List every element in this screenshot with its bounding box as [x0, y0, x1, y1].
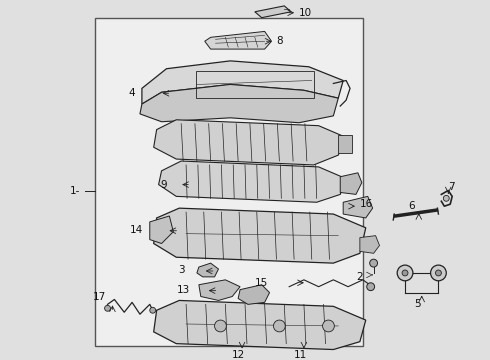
Polygon shape	[343, 196, 372, 218]
Polygon shape	[150, 216, 173, 243]
Text: 16: 16	[360, 199, 373, 209]
Bar	[338, 135, 352, 153]
Text: 4: 4	[129, 88, 135, 98]
Text: 17: 17	[93, 292, 106, 302]
Circle shape	[402, 270, 408, 276]
Circle shape	[322, 320, 334, 332]
Circle shape	[369, 259, 378, 267]
Text: 12: 12	[231, 350, 245, 360]
Circle shape	[397, 265, 413, 281]
Text: 10: 10	[299, 8, 312, 18]
Polygon shape	[154, 208, 366, 263]
Text: 13: 13	[176, 285, 190, 294]
Bar	[196, 71, 314, 98]
Polygon shape	[154, 301, 366, 350]
Polygon shape	[154, 120, 346, 165]
Polygon shape	[205, 31, 271, 49]
Polygon shape	[238, 285, 270, 304]
Circle shape	[436, 270, 441, 276]
Bar	[95, 18, 363, 346]
Circle shape	[273, 320, 285, 332]
Text: 7: 7	[448, 181, 455, 192]
Circle shape	[367, 283, 374, 291]
Text: 11: 11	[294, 350, 307, 360]
Polygon shape	[360, 236, 380, 253]
Polygon shape	[140, 85, 338, 123]
Text: 2: 2	[356, 272, 363, 282]
Text: 3: 3	[178, 265, 185, 275]
Polygon shape	[142, 61, 343, 104]
Polygon shape	[159, 161, 346, 202]
Circle shape	[431, 265, 446, 281]
Text: 8: 8	[276, 36, 283, 46]
Text: 5: 5	[415, 300, 421, 309]
Circle shape	[104, 305, 110, 311]
Circle shape	[150, 307, 156, 313]
Text: 15: 15	[255, 278, 269, 288]
Text: 1-: 1-	[70, 186, 80, 197]
Text: 9: 9	[160, 180, 167, 190]
Circle shape	[443, 195, 449, 201]
Polygon shape	[197, 263, 219, 277]
Polygon shape	[255, 6, 291, 18]
Circle shape	[215, 320, 226, 332]
Text: 14: 14	[129, 225, 143, 235]
Text: 6: 6	[409, 201, 415, 211]
Polygon shape	[199, 280, 240, 301]
Polygon shape	[340, 173, 362, 194]
